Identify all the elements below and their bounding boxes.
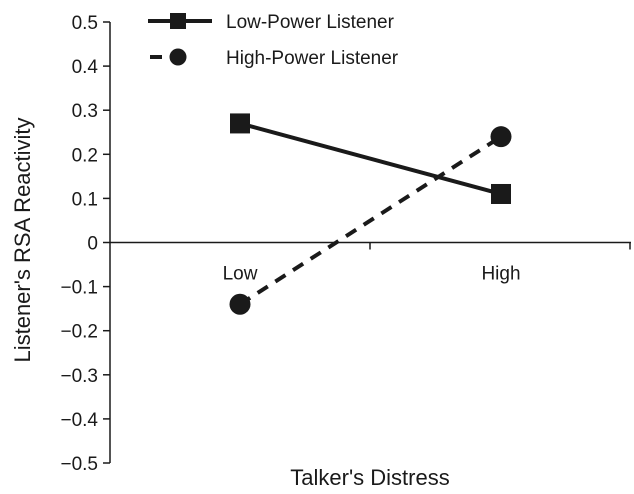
y-tick-label: 0.4 <box>72 57 99 78</box>
y-axis: 0.5 0.4 0.3 0.2 0.1 0 −0.1 −0.2 −0.3 −0.4 −0.5 <box>60 13 111 475</box>
legend-marker-square <box>170 13 186 29</box>
y-tick-label: 0.3 <box>72 101 98 122</box>
legend-item: High-Power Listener <box>150 48 399 69</box>
y-tick-label: 0.1 <box>72 189 98 210</box>
y-tick-label: 0 <box>87 234 98 255</box>
series-high-power <box>229 126 512 315</box>
series-layer <box>229 113 512 315</box>
series-line <box>238 134 503 306</box>
data-point-circle <box>490 126 512 148</box>
series-low-power <box>230 113 511 204</box>
legend: Low-Power Listener High-Power Listener <box>148 12 399 69</box>
legend-label: Low-Power Listener <box>226 12 395 33</box>
y-tick-label: −0.2 <box>60 322 98 343</box>
data-point-square <box>491 183 511 204</box>
x-category-label: High <box>481 264 520 285</box>
series-line <box>239 121 502 196</box>
legend-item: Low-Power Listener <box>148 12 395 33</box>
x-axis-title: Talker's Distress <box>290 465 449 490</box>
x-category-label: Low <box>223 264 258 285</box>
y-tick-label: −0.4 <box>60 410 98 431</box>
legend-label: High-Power Listener <box>226 48 399 69</box>
y-tick-label: −0.3 <box>60 366 98 387</box>
y-axis-title: Listener's RSA Reactivity <box>10 117 35 362</box>
y-tick-label: 0.5 <box>72 13 98 34</box>
y-tick-label: 0.2 <box>72 145 98 166</box>
y-tick-label: −0.5 <box>60 454 98 475</box>
data-point-square <box>230 113 250 134</box>
y-tick-label: −0.1 <box>60 278 98 299</box>
x-axis: Low High <box>110 241 631 285</box>
data-point-circle <box>229 293 251 315</box>
legend-marker-circle <box>169 48 187 66</box>
